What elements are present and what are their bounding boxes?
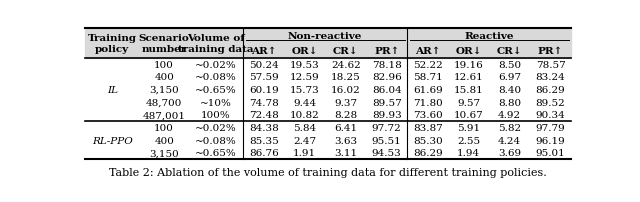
Text: PR↑: PR↑ (538, 47, 563, 56)
Text: ~0.08%: ~0.08% (195, 73, 237, 82)
Text: 8.80: 8.80 (498, 98, 521, 107)
Text: 85.30: 85.30 (413, 136, 442, 145)
Text: 12.61: 12.61 (454, 73, 483, 82)
Text: OR↓: OR↓ (456, 47, 482, 56)
Text: 89.52: 89.52 (536, 98, 565, 107)
Text: 5.82: 5.82 (498, 123, 521, 133)
Text: 10.67: 10.67 (454, 111, 483, 120)
Text: CR↓: CR↓ (333, 47, 358, 56)
Text: 78.18: 78.18 (372, 60, 401, 69)
Text: Training
policy: Training policy (88, 34, 137, 53)
Text: Volume of
training data: Volume of training data (179, 34, 254, 53)
Text: 86.29: 86.29 (536, 86, 565, 95)
Text: ~0.08%: ~0.08% (195, 136, 237, 145)
Text: 72.48: 72.48 (249, 111, 278, 120)
Text: 86.76: 86.76 (249, 149, 278, 158)
Text: 84.38: 84.38 (249, 123, 278, 133)
Text: 89.57: 89.57 (372, 98, 401, 107)
Text: 9.37: 9.37 (334, 98, 357, 107)
Text: 16.02: 16.02 (331, 86, 360, 95)
Text: 15.73: 15.73 (290, 86, 319, 95)
Text: 8.50: 8.50 (498, 60, 521, 69)
Text: 58.71: 58.71 (413, 73, 442, 82)
Text: 1.94: 1.94 (457, 149, 480, 158)
Text: 12.59: 12.59 (290, 73, 319, 82)
Text: 60.19: 60.19 (249, 86, 278, 95)
Text: 97.72: 97.72 (372, 123, 401, 133)
Text: Scenario
number: Scenario number (139, 34, 189, 53)
Text: 2.55: 2.55 (457, 136, 480, 145)
Text: 71.80: 71.80 (413, 98, 442, 107)
Text: ~0.65%: ~0.65% (195, 86, 237, 95)
Text: 100: 100 (154, 60, 174, 69)
Text: 83.24: 83.24 (536, 73, 565, 82)
Text: 3.63: 3.63 (334, 136, 357, 145)
Text: 3,150: 3,150 (149, 86, 179, 95)
Text: 82.96: 82.96 (372, 73, 401, 82)
Text: 8.28: 8.28 (334, 111, 357, 120)
Text: ~10%: ~10% (200, 98, 232, 107)
Text: 94.53: 94.53 (372, 149, 401, 158)
Text: 57.59: 57.59 (249, 73, 278, 82)
Text: Non-reactive: Non-reactive (288, 32, 362, 41)
Text: 3,150: 3,150 (149, 149, 179, 158)
Text: 19.16: 19.16 (454, 60, 483, 69)
Text: CR↓: CR↓ (497, 47, 522, 56)
Text: 9.44: 9.44 (293, 98, 316, 107)
Text: 86.29: 86.29 (413, 149, 442, 158)
Text: 97.79: 97.79 (536, 123, 565, 133)
Text: Reactive: Reactive (465, 32, 514, 41)
Text: AR↑: AR↑ (251, 47, 276, 56)
Text: 400: 400 (154, 136, 174, 145)
Text: 100%: 100% (201, 111, 231, 120)
Text: 10.82: 10.82 (290, 111, 319, 120)
Text: 6.41: 6.41 (334, 123, 357, 133)
Text: 8.40: 8.40 (498, 86, 521, 95)
Text: 48,700: 48,700 (146, 98, 182, 107)
Text: 61.69: 61.69 (413, 86, 442, 95)
Text: 90.34: 90.34 (536, 111, 565, 120)
Text: 15.81: 15.81 (454, 86, 483, 95)
Text: 3.11: 3.11 (334, 149, 357, 158)
Text: 96.19: 96.19 (536, 136, 565, 145)
Text: ~0.02%: ~0.02% (195, 123, 237, 133)
Text: 2.47: 2.47 (293, 136, 316, 145)
Text: 18.25: 18.25 (331, 73, 360, 82)
Bar (85, 29, 571, 58)
Text: 487,001: 487,001 (143, 111, 186, 120)
Text: 400: 400 (154, 73, 174, 82)
Text: 89.93: 89.93 (372, 111, 401, 120)
Text: 24.62: 24.62 (331, 60, 360, 69)
Text: 4.24: 4.24 (498, 136, 521, 145)
Text: 52.22: 52.22 (413, 60, 442, 69)
Text: OR↓: OR↓ (292, 47, 318, 56)
Text: 95.51: 95.51 (372, 136, 401, 145)
Text: 5.91: 5.91 (457, 123, 480, 133)
Text: 78.57: 78.57 (536, 60, 565, 69)
Text: ~0.02%: ~0.02% (195, 60, 237, 69)
Text: AR↑: AR↑ (415, 47, 440, 56)
Text: 9.57: 9.57 (457, 98, 480, 107)
Text: 19.53: 19.53 (290, 60, 319, 69)
Text: 95.01: 95.01 (536, 149, 565, 158)
Text: IL: IL (107, 86, 118, 95)
Text: RL-PPO: RL-PPO (92, 136, 132, 145)
Text: Table 2: Ablation of the volume of training data for different training policies: Table 2: Ablation of the volume of train… (109, 167, 547, 177)
Text: PR↑: PR↑ (374, 47, 399, 56)
Text: 3.69: 3.69 (498, 149, 521, 158)
Text: 50.24: 50.24 (249, 60, 278, 69)
Text: 5.84: 5.84 (293, 123, 316, 133)
Text: 6.97: 6.97 (498, 73, 521, 82)
Text: 85.35: 85.35 (249, 136, 278, 145)
Text: 100: 100 (154, 123, 174, 133)
Text: 74.78: 74.78 (249, 98, 278, 107)
Text: 86.04: 86.04 (372, 86, 401, 95)
Text: 83.87: 83.87 (413, 123, 442, 133)
Text: 4.92: 4.92 (498, 111, 521, 120)
Text: ~0.65%: ~0.65% (195, 149, 237, 158)
Text: 73.60: 73.60 (413, 111, 442, 120)
Text: 1.91: 1.91 (293, 149, 316, 158)
